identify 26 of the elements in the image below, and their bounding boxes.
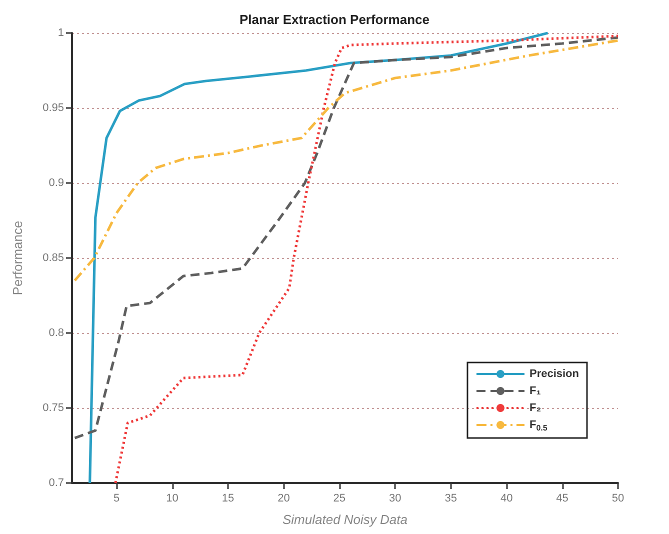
x-tick-label: 5 (114, 492, 120, 504)
x-tick-label: 15 (222, 492, 234, 504)
y-tick-label: 0.95 (42, 102, 64, 114)
y-tick-label: 0.7 (48, 477, 64, 489)
x-tick-label: 25 (333, 492, 346, 504)
line-series (73, 39, 620, 282)
legend-label: F₁ (529, 385, 542, 397)
line-series (73, 36, 620, 440)
y-axis-title: Performance (10, 220, 25, 296)
x-tick-label: 40 (500, 492, 513, 504)
y-tick-label: 0.9 (48, 177, 64, 189)
y-tick-label: 0.85 (42, 252, 64, 264)
y-tick-label: 0.8 (48, 327, 64, 339)
legend-label: F₂ (529, 402, 542, 414)
y-tick-label: 1 (58, 27, 64, 39)
x-tick-label: 30 (389, 492, 402, 504)
x-tick-label: 35 (444, 492, 457, 504)
x-tick-label: 50 (612, 492, 624, 504)
line-series (114, 34, 620, 484)
x-tick-label: 45 (556, 492, 568, 504)
x-axis-title: Simulated Noisy Data (282, 512, 408, 527)
x-tick-label: 10 (166, 492, 178, 504)
x-tick-label: 20 (278, 492, 290, 504)
y-tick-label: 0.75 (42, 402, 64, 414)
chart-title: Planar Extraction Performance (239, 12, 430, 27)
legend-label: Precision (529, 368, 580, 380)
